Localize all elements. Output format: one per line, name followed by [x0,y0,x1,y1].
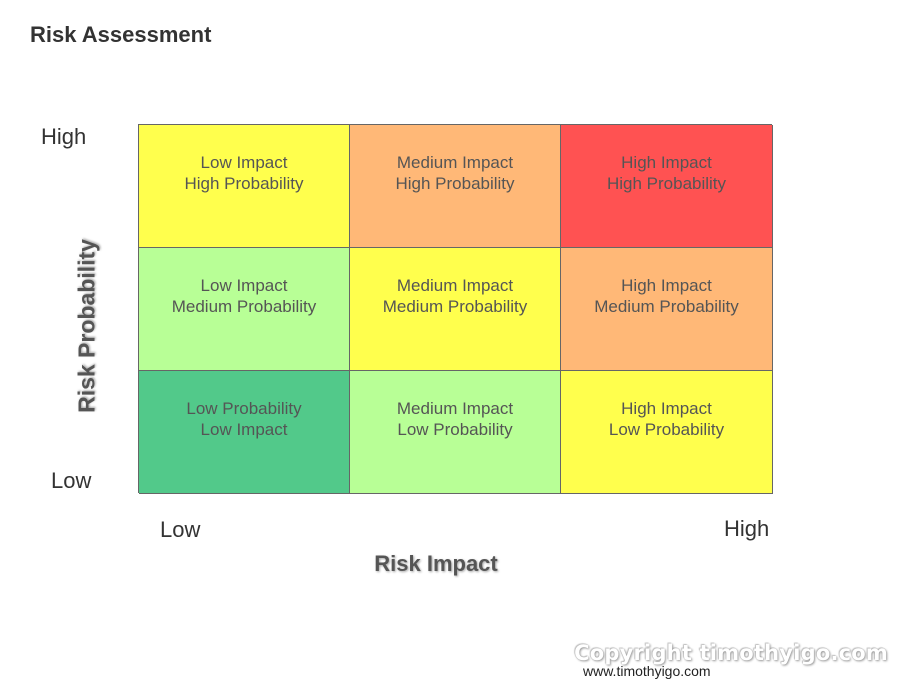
cell-medium-impact-low-probability: Medium Impact Low Probability [350,371,561,494]
cell-line2: High Probability [184,174,304,193]
cell-low-impact-high-probability: Low Impact High Probability [139,125,350,248]
cell-high-impact-high-probability: High Impact High Probability [561,125,773,248]
y-axis-title: Risk Probability [73,239,100,413]
copyright-watermark: Copyright timothyigo.com [574,641,888,665]
risk-matrix: Low Impact High Probability Medium Impac… [138,124,773,494]
cell-line2: Medium Probability [382,297,528,316]
x-axis-title: Risk Impact [374,551,498,576]
cell-line1: High Impact [621,399,712,418]
page-title: Risk Assessment [30,22,212,47]
cell-line1: High Impact [621,153,712,172]
cell-medium-impact-medium-probability: Medium Impact Medium Probability [350,248,561,371]
y-axis-high-label: High [41,124,87,149]
cell-line2: Low Probability [397,420,513,439]
cell-line1: Medium Impact [396,399,514,418]
cell-medium-impact-high-probability: Medium Impact High Probability [350,125,561,248]
cell-line1: Low Impact [200,153,288,172]
cell-line2: Low Impact [200,420,288,439]
cell-line1: Low Impact [200,276,288,295]
x-axis-high-label: High [724,516,770,541]
cell-line1: Medium Impact [396,276,514,295]
cell-high-impact-medium-probability: High Impact Medium Probability [561,248,773,371]
cell-line2: Low Probability [608,420,725,439]
x-axis-low-label: Low [160,517,201,542]
cell-line2: Medium Probability [171,297,317,316]
cell-line1: Low Probability [186,399,302,418]
cell-low-probability-low-impact: Low Probability Low Impact [139,371,350,494]
cell-line2: Medium Probability [594,297,739,316]
cell-high-impact-low-probability: High Impact Low Probability [561,371,773,494]
cell-line1: High Impact [621,276,712,295]
cell-line2: High Probability [395,174,515,193]
cell-line2: High Probability [606,174,727,193]
y-axis-low-label: Low [51,468,92,493]
website-label: www.timothyigo.com [583,663,711,679]
cell-low-impact-medium-probability: Low Impact Medium Probability [139,248,350,371]
cell-line1: Medium Impact [396,153,514,172]
